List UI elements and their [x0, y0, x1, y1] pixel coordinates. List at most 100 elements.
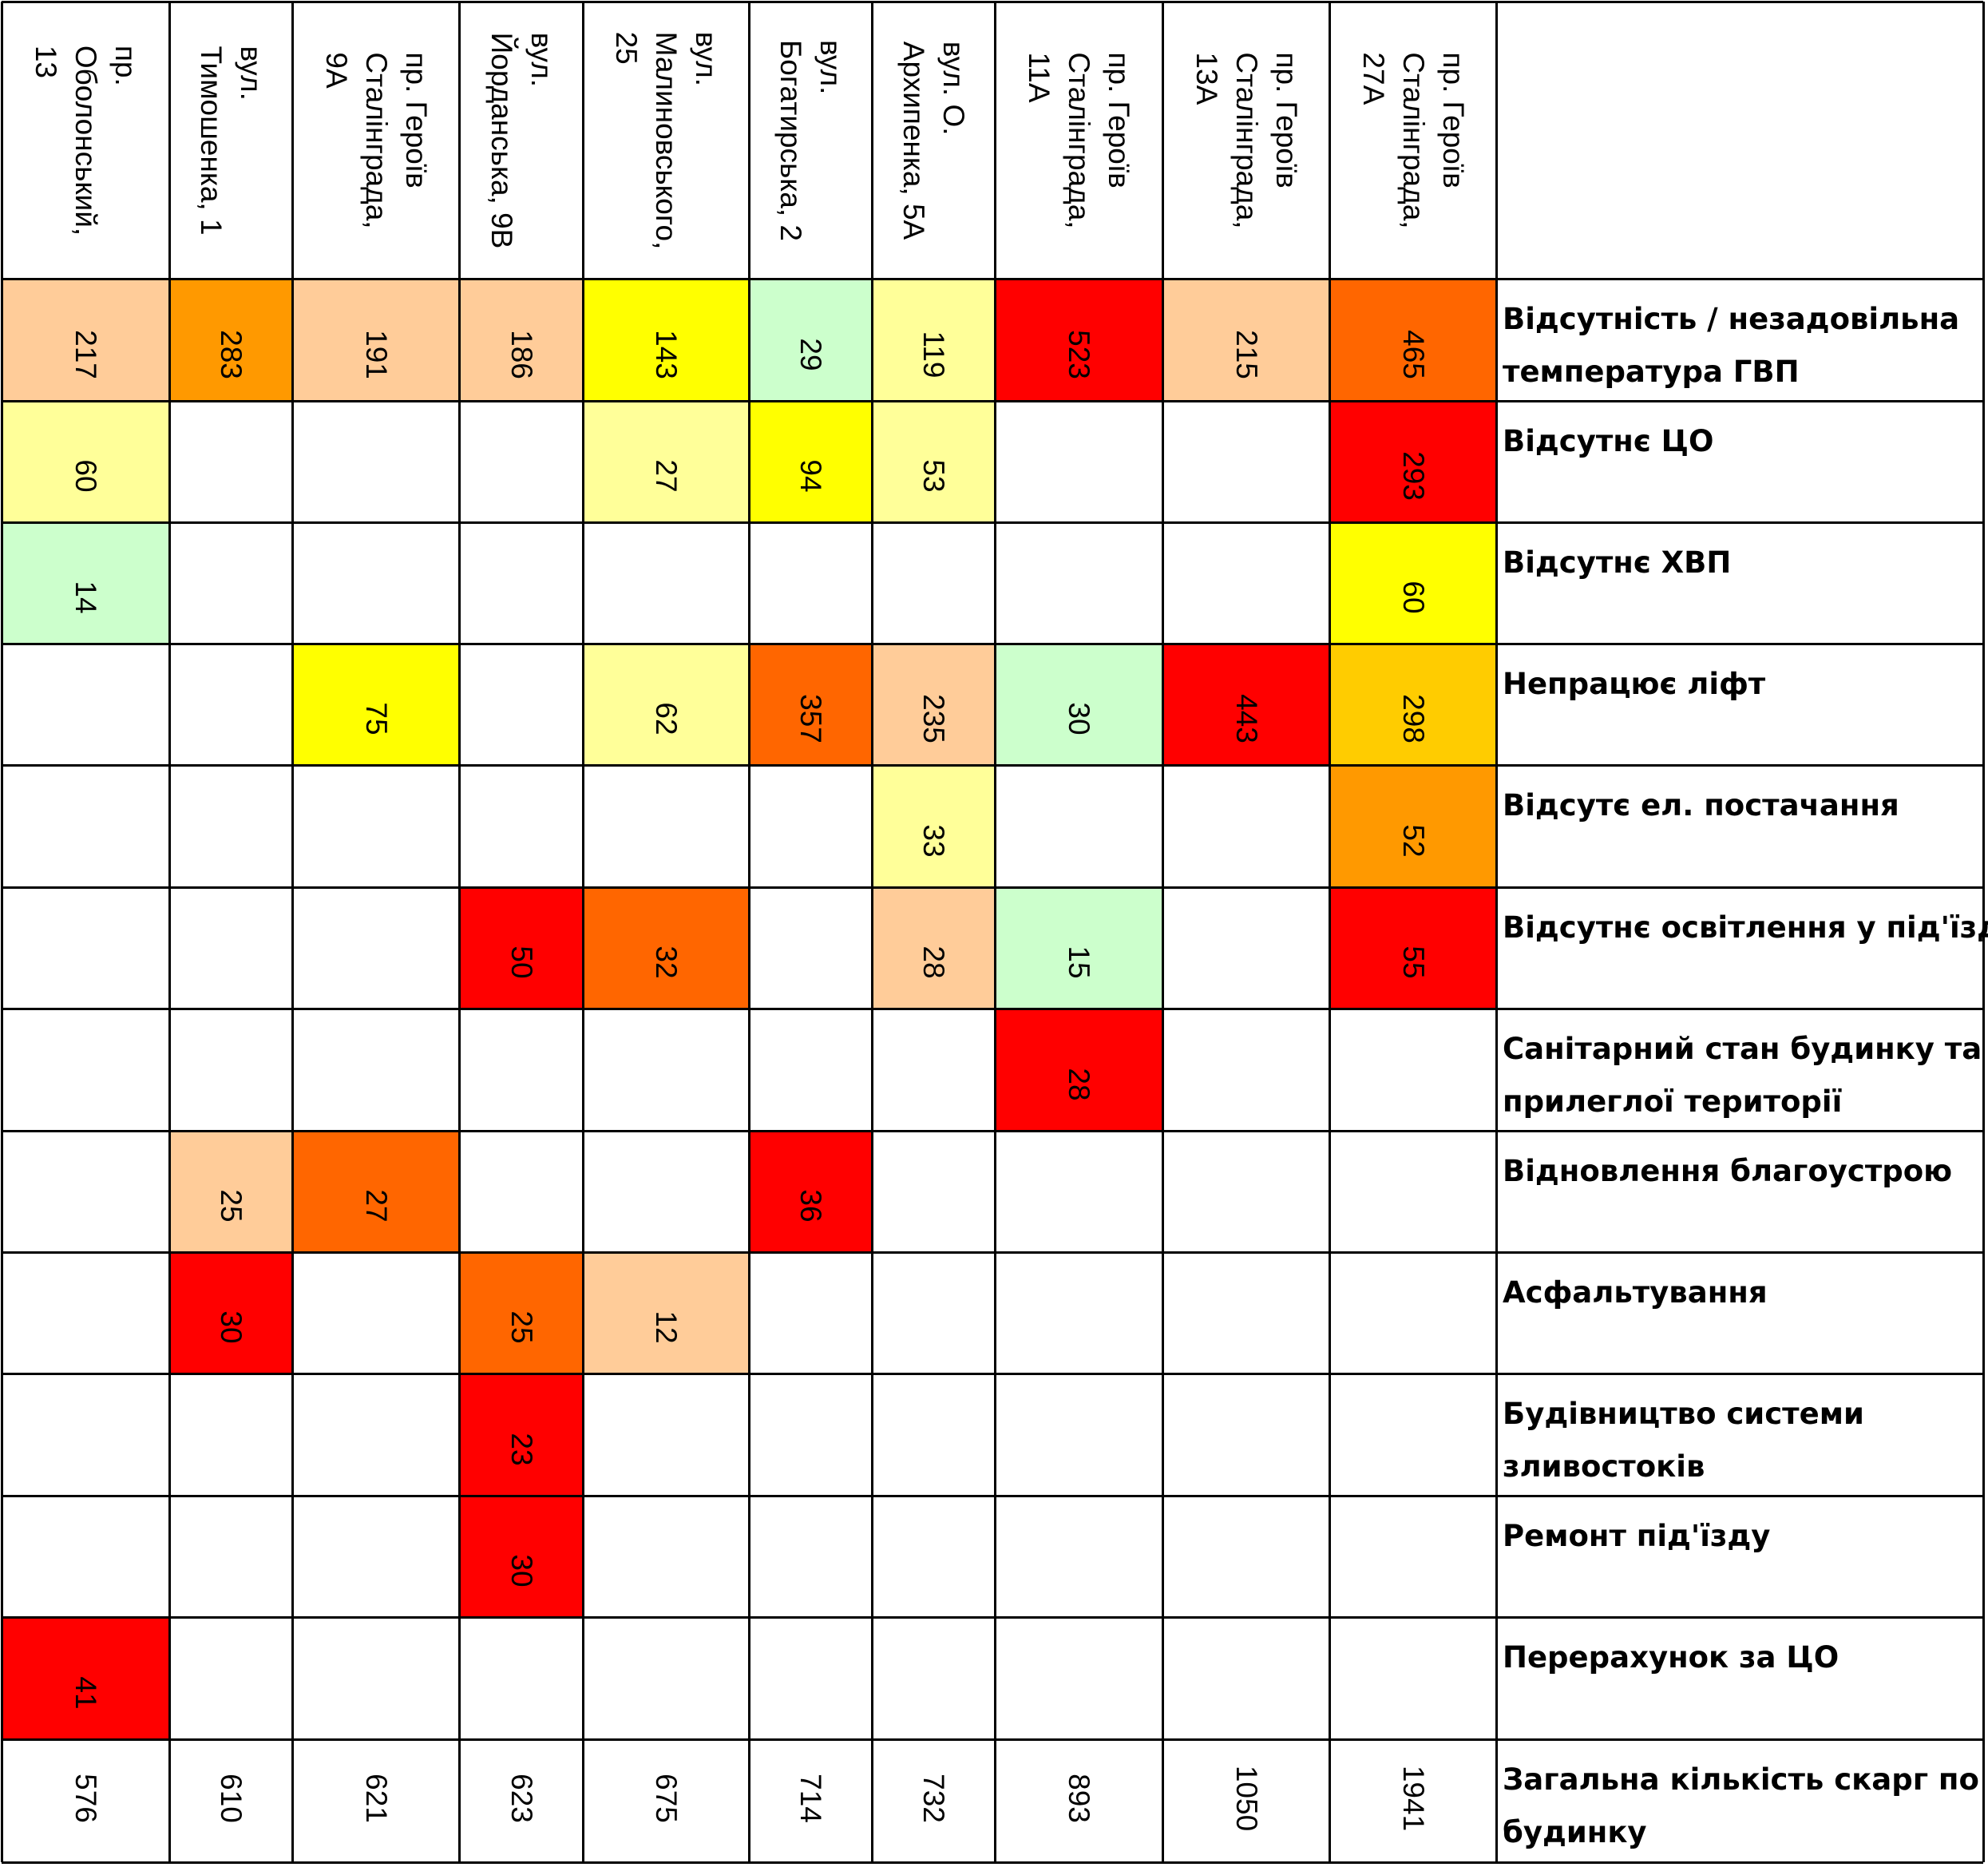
building-name-line: Сталінграда, [1063, 51, 1095, 229]
building-name-line: вул. [814, 39, 847, 94]
complaint-cell [292, 1373, 459, 1496]
building-name-line: Сталінграда, [1396, 51, 1430, 229]
row-label-line: Відсутнє ЦО [1503, 424, 1714, 458]
complaint-cell: 33 [872, 765, 995, 887]
complaint-cell: 15 [995, 887, 1162, 1009]
row-label-11: Перерахунок за ЦО [1503, 1617, 1982, 1739]
building-header-cell: вул. Тимошенка, 1 [169, 2, 292, 279]
complaint-cell [2, 1009, 169, 1131]
complaint-count: 23 [505, 1433, 538, 1466]
complaint-cell: 60 [1329, 522, 1496, 644]
row-label-line: прилеглої території [1503, 1084, 1843, 1119]
total-cell: 576 [2, 1739, 169, 1862]
complaint-cell [1162, 887, 1329, 1009]
complaint-cell [1162, 1496, 1329, 1617]
complaint-count: 465 [1396, 329, 1430, 379]
building-header-cell: вул. Малиновського, 25 [583, 2, 749, 279]
total-cell: 1941 [1329, 1739, 1496, 1862]
complaint-cell: 119 [872, 279, 995, 401]
totals-label-line: будинку [1503, 1815, 1647, 1849]
complaint-cell [1162, 765, 1329, 887]
row-label-line: Відсутнє ХВП [1503, 545, 1732, 580]
complaint-cell [995, 401, 1162, 522]
building-name: вул. Тимошенка, 1 [191, 46, 271, 235]
complaint-cell [169, 401, 292, 522]
building-name-line: пр. Героїв [1436, 51, 1470, 188]
building-name-line: вул. О. [937, 41, 970, 136]
building-name-line: пр. [109, 45, 142, 86]
grid-line-horizontal [2, 1738, 1983, 1741]
complaint-cell: 50 [459, 887, 583, 1009]
complaint-cell [583, 1617, 749, 1739]
grid-line-horizontal [2, 1616, 1983, 1619]
total-cell: 623 [459, 1739, 583, 1862]
complaint-cell: 523 [995, 279, 1162, 401]
grid-line-vertical [871, 2, 873, 1862]
building-header-cell: пр. Героїв Сталінграда, 13А [1162, 2, 1329, 279]
building-name-line: 13А [1190, 51, 1223, 105]
complaint-cell [583, 1131, 749, 1252]
complaint-cell [292, 765, 459, 887]
complaint-cell [459, 401, 583, 522]
complaint-cell: 25 [169, 1131, 292, 1252]
building-name-line: 25 [610, 31, 643, 65]
complaint-count: 293 [1396, 451, 1430, 501]
complaint-cell: 14 [2, 522, 169, 644]
building-header-cell: пр. Героїв Сталінграда, 9А [292, 2, 459, 279]
total-cell: 732 [872, 1739, 995, 1862]
complaint-cell [1329, 1373, 1496, 1496]
complaint-count: 191 [359, 329, 393, 379]
complaint-cell [2, 1373, 169, 1496]
building-name-line: Сталінграда, [1230, 51, 1263, 229]
grid-line-vertical [1162, 2, 1164, 1862]
complaint-count: 60 [1396, 581, 1430, 614]
total-count: 1050 [1230, 1765, 1263, 1832]
complaint-cell [995, 1252, 1162, 1373]
total-cell: 714 [749, 1739, 872, 1862]
complaint-cell [169, 1496, 292, 1617]
building-name-line: 27А [1356, 51, 1390, 105]
row-label-9: Будівництво системи зливостоків [1503, 1373, 1982, 1496]
complaint-cell [1329, 1496, 1496, 1617]
row-label-line: Непрацює ліфт [1503, 667, 1766, 701]
building-name-line: Оболонський, [69, 45, 102, 236]
complaint-cell [169, 1373, 292, 1496]
building-name: пр. Героїв Сталінграда, 9А [316, 52, 436, 228]
grid-line-horizontal [2, 1861, 1983, 1864]
complaint-cell [749, 765, 872, 887]
complaint-cell: 215 [1162, 279, 1329, 401]
complaint-cell: 191 [292, 279, 459, 401]
complaint-count: 30 [215, 1310, 248, 1344]
grid-line-horizontal [2, 1495, 1983, 1497]
grid-line-horizontal [2, 400, 1983, 402]
grid-line-horizontal [2, 278, 1983, 280]
complaint-cell [872, 1252, 995, 1373]
complaint-cell [1162, 1009, 1329, 1131]
complaint-cell [872, 1617, 995, 1739]
row-label-line: Ремонт під'їзду [1503, 1519, 1771, 1553]
complaint-cell: 28 [872, 887, 995, 1009]
grid-line-vertical [748, 2, 750, 1862]
total-count: 610 [215, 1774, 248, 1823]
totals-label-line: Загальна кількість скарг по [1503, 1762, 1979, 1797]
row-label-8: Асфальтування [1503, 1252, 1982, 1373]
row-label-line: Відсутність / незадовільна [1503, 302, 1960, 336]
complaint-cell [749, 522, 872, 644]
grid-line-vertical [1329, 2, 1331, 1862]
complaint-cell [169, 522, 292, 644]
complaint-count: 27 [650, 459, 683, 493]
complaint-cell [2, 765, 169, 887]
grid-line-vertical [291, 2, 294, 1862]
building-name: вул. Малиновського, 25 [606, 31, 726, 249]
row-label-4: Відсутє ел. постачання [1503, 765, 1982, 887]
complaint-count: 25 [505, 1310, 538, 1344]
complaint-cell: 217 [2, 279, 169, 401]
building-name: пр. Героїв Сталінграда, 13А [1186, 52, 1306, 228]
grid-line-vertical [458, 2, 461, 1862]
building-name: пр. Героїв Сталінграда, 27А [1353, 52, 1473, 228]
row-label-line: Відновлення благоустрою [1503, 1154, 1953, 1188]
grid-line-horizontal [2, 1251, 1983, 1254]
complaint-count: 28 [917, 945, 950, 979]
complaint-cell [749, 887, 872, 1009]
